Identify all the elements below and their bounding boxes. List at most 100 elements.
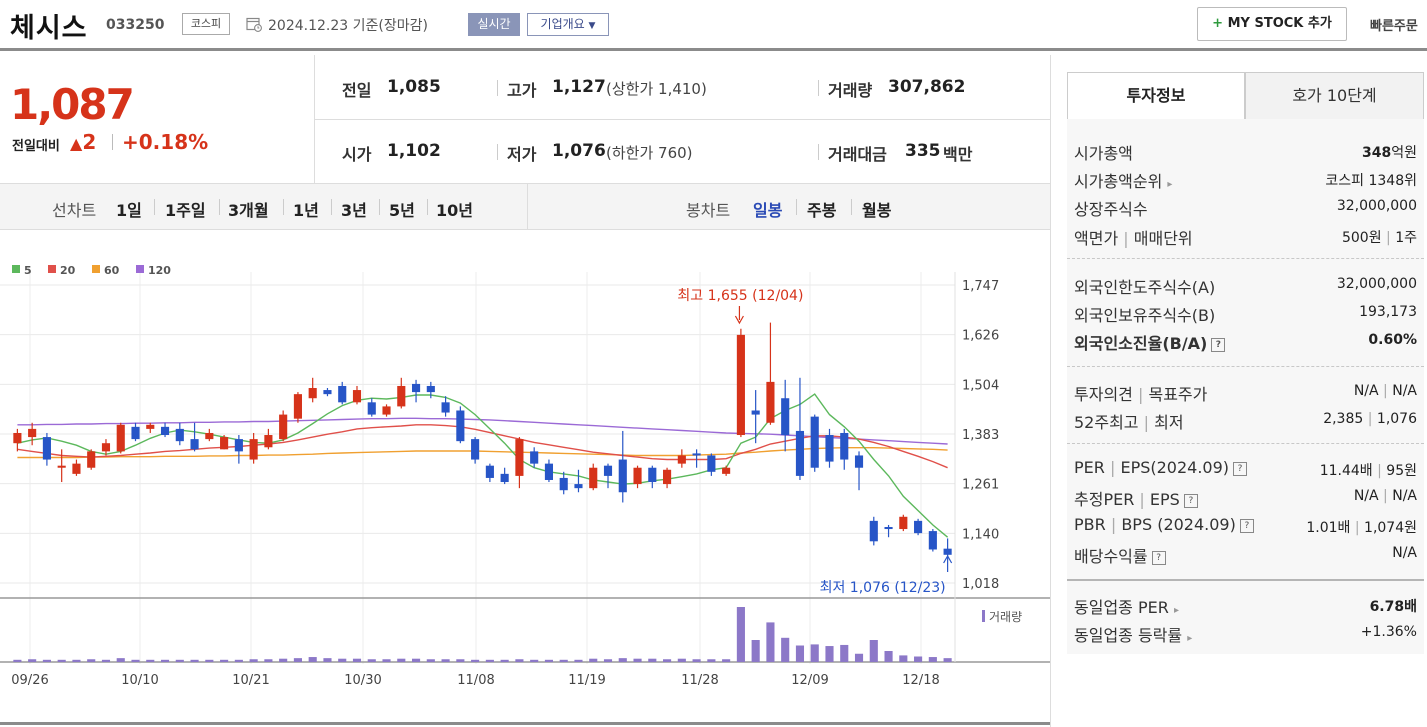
volume-legend-label: 거래량 (989, 610, 1022, 624)
market-cap-number: 348 (1362, 145, 1392, 161)
x-tick-label: 10/30 (344, 673, 381, 688)
candle-monthly[interactable]: 월봉 (862, 201, 892, 220)
legend-label: 120 (148, 264, 171, 277)
sector-per-link[interactable]: 동일업종 PER ▸ (1074, 594, 1179, 618)
volume-bar (795, 645, 805, 662)
divider (314, 119, 1050, 120)
sector-per-label: 동일업종 PER (1074, 598, 1169, 617)
foreign-hold-label: 외국인보유주식수(B) (1074, 306, 1216, 325)
help-icon[interactable]: ? (1151, 550, 1166, 565)
candle-body (205, 432, 214, 440)
legend-label: 20 (60, 264, 76, 277)
sector-change-value: +1.36% (1360, 624, 1417, 640)
candle-chart-label: 봉차트 (686, 201, 731, 220)
candle-body (544, 463, 554, 480)
volume-bar (663, 659, 672, 662)
candle-body (264, 435, 273, 448)
x-tick-label: 11/08 (457, 673, 494, 688)
volume-bar (589, 658, 598, 662)
w52-value: 2,385 | 1,076 (1323, 411, 1417, 427)
help-icon[interactable]: ? (1211, 337, 1226, 352)
volume-bar (485, 659, 494, 662)
y-tick-label: 1,140 (962, 527, 999, 542)
w52-high-value: 2,385 (1323, 411, 1364, 427)
period-5y[interactable]: 5년 (389, 201, 415, 220)
dividend-value: N/A (1392, 545, 1417, 561)
y-tick-label: 1,504 (962, 378, 999, 393)
volume-bar (367, 659, 376, 662)
info-row-pbr: PBR | BPS (2024.09)? 1.01배 | 1,074원 (1074, 515, 1417, 539)
bps-label: BPS (2024.09) (1121, 515, 1236, 534)
realtime-button[interactable]: 실시간 (468, 13, 520, 36)
price-chart[interactable]: 1,747 1,626 1,504 1,383 1,261 1,140 1,018 5 20 60… (0, 232, 1050, 722)
w52-low-label: 최저 (1154, 413, 1184, 432)
sector-change-link[interactable]: 동일업종 등락률 ▸ (1074, 622, 1192, 646)
help-icon[interactable]: ? (1233, 461, 1248, 476)
separator: | (1377, 463, 1382, 479)
candle-body (810, 416, 819, 468)
legend-swatch (92, 265, 100, 273)
bps-value: 1,074원 (1364, 520, 1417, 536)
separator (497, 144, 498, 160)
info-row-market-cap: 시가총액 348억원 (1074, 140, 1417, 164)
separator: | (1386, 230, 1391, 246)
info-row-foreign-hold: 외국인보유주식수(B) 193,173 (1074, 302, 1417, 326)
stock-name: 체시스 (10, 13, 88, 44)
volume-bar (72, 659, 81, 662)
candle-body (441, 402, 450, 413)
volume-bar (530, 659, 539, 662)
volume-value: 307,862 (888, 77, 966, 97)
volume-bar (116, 658, 125, 662)
chevron-right-icon: ▸ (1187, 633, 1193, 644)
separator: | (1383, 383, 1388, 399)
low-value: 1,076 (552, 141, 606, 161)
candle-weekly[interactable]: 주봉 (807, 201, 837, 220)
separator: | (1137, 385, 1144, 404)
eps-label: EPS(2024.09) (1120, 458, 1230, 477)
separator (497, 80, 498, 96)
volume-bar (42, 659, 51, 662)
info-row-per: PER | EPS(2024.09)? 11.44배 | 95원 (1074, 458, 1417, 482)
x-tick-label: 10/21 (232, 673, 269, 688)
par-value: 500원 | 1주 (1342, 227, 1417, 247)
sector-per-value: 6.78배 (1369, 599, 1417, 615)
volume-bar (707, 659, 716, 662)
period-3m[interactable]: 3개월 (228, 201, 269, 220)
mystock-add-button[interactable]: + MY STOCK 추가 (1197, 7, 1347, 41)
period-10y[interactable]: 10년 (436, 201, 473, 220)
period-1y[interactable]: 1년 (293, 201, 319, 220)
tab-hoga-10[interactable]: 호가 10단계 (1245, 72, 1424, 120)
candle-body (692, 453, 701, 456)
quick-order-link[interactable]: 빠른주문 (1370, 19, 1418, 34)
volume-bar (220, 659, 229, 662)
market-cap-rank-link[interactable]: 시가총액순위 ▸ (1074, 168, 1172, 192)
candle-daily[interactable]: 일봉 (753, 201, 783, 220)
legend-label: 60 (104, 264, 120, 277)
low-label: 저가 (507, 145, 537, 164)
ma60-line (17, 446, 948, 459)
market-cap-label: 시가총액 (1074, 144, 1133, 163)
separator (851, 199, 852, 215)
separator (112, 134, 113, 150)
candle-body (293, 394, 302, 419)
par-label: 액면가 | 매매단위 (1074, 225, 1193, 249)
legend-swatch (136, 265, 144, 273)
candle-body (471, 439, 480, 460)
company-overview-dropdown[interactable]: 기업개요 ▼ (527, 13, 609, 36)
foreign-ratio-label: 외국인소진율(B/A)? (1074, 330, 1226, 354)
help-icon[interactable]: ? (1183, 493, 1198, 508)
candle-body (663, 469, 672, 485)
y-tick-label: 1,747 (962, 279, 999, 294)
period-1w[interactable]: 1주일 (165, 201, 206, 220)
candle-body (426, 385, 435, 393)
tab-invest-info[interactable]: 투자정보 (1067, 72, 1245, 120)
candle-body (530, 451, 539, 464)
help-icon[interactable]: ? (1239, 518, 1254, 533)
volume-bar (869, 640, 878, 662)
volume-bar (426, 659, 435, 662)
period-1d[interactable]: 1일 (116, 201, 142, 220)
listed-shares-value: 32,000,000 (1336, 198, 1417, 214)
period-3y[interactable]: 3년 (341, 201, 367, 220)
per-label: PER | EPS(2024.09)? (1074, 458, 1248, 477)
candle-body (101, 443, 111, 452)
